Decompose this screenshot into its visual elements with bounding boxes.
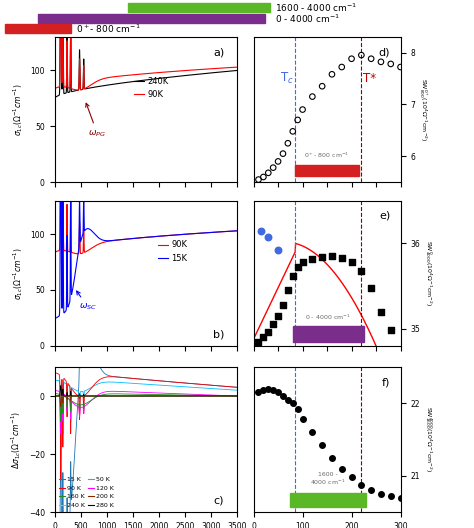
- Point: [264, 328, 272, 336]
- Bar: [5, 24, 71, 33]
- Point: [274, 388, 282, 397]
- Point: [357, 51, 365, 59]
- Bar: [295, 165, 359, 176]
- Y-axis label: $\Delta\sigma_{1c}(\Omega^{-1}cm^{-1})$: $\Delta\sigma_{1c}(\Omega^{-1}cm^{-1})$: [9, 410, 23, 469]
- Point: [367, 284, 375, 292]
- Point: [264, 384, 272, 393]
- Point: [338, 63, 346, 71]
- Text: b): b): [213, 329, 224, 339]
- Point: [328, 454, 336, 462]
- Point: [338, 253, 346, 262]
- Y-axis label: SW$^{0^+}_{800}(10^4\Omega^{-1}$cm$^{-2})$: SW$^{0^+}_{800}(10^4\Omega^{-1}$cm$^{-2}…: [418, 78, 429, 142]
- Point: [260, 173, 267, 181]
- Point: [294, 263, 301, 271]
- Point: [387, 60, 394, 68]
- Point: [255, 388, 262, 397]
- Point: [255, 175, 262, 184]
- Point: [377, 490, 385, 498]
- Point: [397, 346, 404, 354]
- Point: [348, 258, 356, 266]
- Point: [284, 395, 292, 404]
- Text: T*: T*: [363, 72, 376, 85]
- Text: 0$^+$- 800 cm$^{-1}$: 0$^+$- 800 cm$^{-1}$: [76, 22, 140, 35]
- Point: [357, 267, 365, 275]
- Point: [299, 105, 306, 114]
- Point: [294, 405, 301, 413]
- Point: [319, 253, 326, 261]
- Point: [299, 415, 306, 423]
- Point: [260, 333, 267, 342]
- Point: [348, 473, 356, 482]
- Legend: 240K, 90K: 240K, 90K: [131, 73, 173, 102]
- Point: [348, 54, 356, 63]
- Point: [357, 480, 365, 489]
- Point: [299, 258, 306, 266]
- Point: [269, 320, 277, 329]
- Point: [367, 54, 375, 63]
- Point: [319, 82, 326, 90]
- Legend: 90K, 15K: 90K, 15K: [155, 237, 191, 266]
- Point: [387, 492, 394, 501]
- Point: [328, 252, 336, 260]
- Point: [397, 63, 404, 71]
- Point: [377, 307, 385, 316]
- Point: [260, 386, 267, 394]
- Point: [309, 92, 316, 101]
- Y-axis label: $\sigma_{1c}(\Omega^{-1}cm^{-1})$: $\sigma_{1c}(\Omega^{-1}cm^{-1})$: [11, 247, 25, 300]
- Text: 1600 -
4000 cm$^{-1}$: 1600 - 4000 cm$^{-1}$: [310, 472, 346, 487]
- Point: [289, 127, 297, 136]
- Point: [255, 337, 262, 346]
- Text: 0 - 4000 cm$^{-1}$: 0 - 4000 cm$^{-1}$: [305, 313, 351, 323]
- Point: [367, 486, 375, 495]
- Point: [289, 271, 297, 280]
- Bar: [290, 493, 366, 507]
- Point: [264, 232, 272, 241]
- Point: [319, 441, 326, 449]
- Y-axis label: SW$^{4000}_{1600}(10^4\Omega^{-1}$cm$^{-2})$: SW$^{4000}_{1600}(10^4\Omega^{-1}$cm$^{-…: [423, 407, 434, 473]
- Point: [309, 428, 316, 437]
- Point: [294, 116, 301, 124]
- Text: 1600 - 4000 cm$^{-1}$: 1600 - 4000 cm$^{-1}$: [275, 2, 357, 14]
- Text: f): f): [382, 377, 390, 387]
- Bar: [128, 3, 270, 12]
- Point: [338, 464, 346, 473]
- Text: d): d): [379, 47, 390, 57]
- Point: [274, 246, 282, 254]
- Text: 0 - 4000 cm$^{-1}$: 0 - 4000 cm$^{-1}$: [275, 12, 340, 25]
- Point: [289, 399, 297, 408]
- Point: [309, 254, 316, 263]
- Text: $\omega_{SC}$: $\omega_{SC}$: [77, 291, 97, 313]
- Point: [274, 157, 282, 166]
- Legend: 15 K, 90 K, 160 K, 240 K, 50 K, 120 K, 200 K, 280 K: 15 K, 90 K, 160 K, 240 K, 50 K, 120 K, 2…: [58, 476, 115, 509]
- Point: [264, 168, 272, 177]
- Point: [279, 149, 287, 158]
- Text: 0$^+$- 800 cm$^{-1}$: 0$^+$- 800 cm$^{-1}$: [304, 150, 350, 160]
- Point: [279, 392, 287, 400]
- Text: $\omega_{PG}$: $\omega_{PG}$: [86, 103, 106, 139]
- Point: [279, 300, 287, 309]
- Point: [284, 286, 292, 295]
- Text: a): a): [213, 47, 224, 57]
- Point: [274, 312, 282, 320]
- Point: [377, 58, 385, 66]
- Point: [284, 139, 292, 147]
- Point: [387, 326, 394, 335]
- Text: T$_c$: T$_c$: [280, 71, 294, 86]
- Bar: [293, 326, 364, 342]
- Point: [257, 227, 264, 235]
- Bar: [38, 14, 265, 23]
- Text: c): c): [214, 495, 224, 505]
- Point: [397, 494, 404, 502]
- Y-axis label: SW$^0_{4000}(10^4\Omega^{-1}$cm$^{-2})$: SW$^0_{4000}(10^4\Omega^{-1}$cm$^{-2})$: [423, 240, 434, 306]
- Text: e): e): [379, 211, 390, 221]
- Y-axis label: $\sigma_{1c}(\Omega^{-1}cm^{-1})$: $\sigma_{1c}(\Omega^{-1}cm^{-1})$: [11, 83, 25, 136]
- Point: [328, 70, 336, 79]
- Point: [269, 386, 277, 394]
- Point: [269, 163, 277, 172]
